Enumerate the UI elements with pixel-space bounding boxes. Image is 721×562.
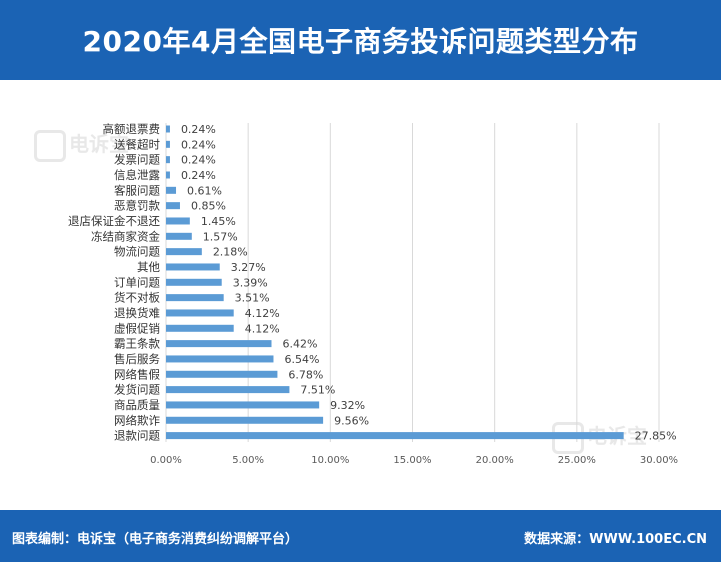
data-label: 2.18% (213, 246, 248, 259)
x-tick-label: 5.00% (232, 455, 264, 466)
category-label: 商品质量 (114, 398, 160, 412)
bar (166, 186, 177, 194)
category-label: 霸王条款 (114, 337, 160, 351)
category-label: 网络售假 (114, 367, 160, 381)
data-label: 3.27% (231, 261, 266, 274)
category-label: 物流问题 (114, 245, 160, 259)
data-label: 9.32% (330, 399, 365, 412)
chart-area: 电诉宝 电诉宝 0.00%5.00%10.00%15.00%20.00%25.0… (0, 80, 721, 510)
bar (166, 386, 290, 394)
footer-source: 数据来源：WWW.100EC.CN (524, 532, 707, 547)
category-label: 退换货难 (114, 306, 160, 320)
bar (166, 156, 170, 164)
bar (166, 171, 170, 179)
chart-header: 2020年4月全国电子商务投诉问题类型分布 (0, 0, 721, 80)
watermark-logo-icon (34, 129, 66, 162)
category-label: 恶意罚款 (114, 199, 160, 213)
bar (166, 340, 272, 348)
data-label: 3.39% (233, 276, 268, 289)
bar (166, 294, 224, 302)
data-label: 6.42% (283, 338, 318, 351)
data-label: 0.24% (181, 138, 216, 151)
category-label: 退款问题 (114, 429, 160, 443)
bar (166, 248, 202, 256)
bar (166, 278, 222, 286)
bar (166, 355, 274, 363)
watermark-text: 电诉宝 (69, 132, 129, 156)
category-label: 客服问题 (114, 183, 160, 197)
data-label: 6.54% (284, 353, 319, 366)
bar (166, 217, 190, 225)
x-tick-label: 20.00% (476, 455, 514, 466)
category-label: 订单问题 (114, 275, 160, 289)
bar (166, 432, 624, 440)
category-label: 售后服务 (114, 352, 160, 366)
category-label: 退店保证金不退还 (68, 214, 160, 228)
x-tick-label: 0.00% (150, 455, 182, 466)
bar (166, 263, 220, 271)
data-label: 0.24% (181, 154, 216, 167)
footer-credit: 图表编制：电诉宝（电子商务消费纠纷调解平台） (12, 532, 299, 547)
bar (166, 202, 180, 210)
category-label: 货不对板 (114, 291, 160, 305)
bar (166, 324, 234, 332)
category-label: 网络欺诈 (114, 413, 160, 427)
data-label: 1.57% (203, 230, 238, 243)
bar (166, 370, 278, 378)
category-label: 冻结商家资金 (91, 229, 160, 243)
data-label: 7.51% (300, 384, 335, 397)
chart-title: 2020年4月全国电子商务投诉问题类型分布 (82, 25, 639, 58)
category-label: 其他 (137, 260, 160, 274)
category-label: 送餐超时 (114, 137, 160, 151)
data-label: 3.51% (235, 292, 270, 305)
data-label: 0.24% (181, 123, 216, 136)
data-label: 0.85% (191, 200, 226, 213)
x-tick-label: 25.00% (558, 455, 596, 466)
bar (166, 416, 324, 424)
category-label: 高额退票费 (103, 122, 161, 136)
data-label: 27.85% (635, 430, 677, 443)
category-label: 发票问题 (114, 153, 160, 167)
x-tick-label: 30.00% (640, 455, 678, 466)
bar (166, 125, 170, 133)
bar (166, 309, 234, 317)
footer-bar: 图表编制：电诉宝（电子商务消费纠纷调解平台） 数据来源：WWW.100EC.CN (0, 510, 721, 562)
category-label: 虚假促销 (114, 321, 160, 335)
data-label: 0.61% (187, 184, 222, 197)
x-tick-label: 10.00% (311, 455, 349, 466)
data-label: 4.12% (245, 307, 280, 320)
bar (166, 140, 170, 148)
data-label: 1.45% (201, 215, 236, 228)
bar (166, 401, 320, 409)
bar (166, 232, 192, 240)
data-label: 6.78% (288, 368, 323, 381)
data-label: 4.12% (245, 322, 280, 335)
watermark-top-left: 电诉宝 (34, 128, 129, 162)
bar-chart: 0.00% 5.00% 10.00% 15.00% 20.00% 25.00% 30.00%… (68, 122, 678, 466)
category-label: 发货问题 (114, 383, 160, 397)
data-label: 0.24% (181, 169, 216, 182)
x-tick-label: 15.00% (393, 455, 431, 466)
data-label: 9.56% (334, 414, 369, 427)
category-label: 信息泄露 (114, 168, 160, 182)
